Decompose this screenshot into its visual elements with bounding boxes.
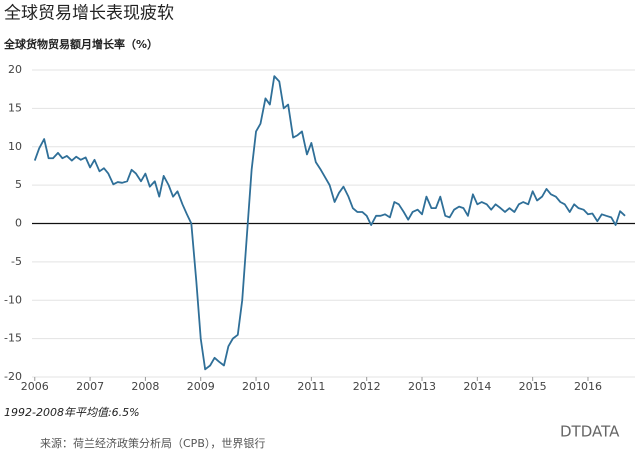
x-tick-label: 2008 (131, 380, 159, 393)
y-tick-label: -10 (4, 293, 22, 306)
x-tick-label: 2014 (463, 380, 491, 393)
x-tick-label: 2007 (76, 380, 104, 393)
y-tick-label: -20 (4, 370, 22, 383)
x-tick-label: 2015 (519, 380, 547, 393)
x-tick-label: 2011 (297, 380, 325, 393)
x-tick-label: 2016 (574, 380, 602, 393)
x-tick-label: 2012 (353, 380, 381, 393)
y-tick-label: 15 (8, 101, 22, 114)
watermark: DTDATA (560, 423, 620, 441)
note: 1992-2008年平均值:6.5% (4, 406, 140, 419)
source: 来源：荷兰经济政策分析局（CPB），世界银行 (40, 436, 265, 450)
x-tick-label: 2013 (408, 380, 436, 393)
y-tick-label: -5 (11, 255, 22, 268)
y-tick-label: -15 (4, 332, 22, 345)
grid: -20 -15 -10 -5 0 5 10 15 20 2006 2007 2008 2009 2010 2… (4, 63, 635, 393)
x-tick-label: 2009 (187, 380, 215, 393)
x-tick-label: 2006 (21, 380, 49, 393)
y-tick-label: 20 (8, 63, 22, 76)
plot (33, 75, 626, 371)
chart-subtitle: 全球货物贸易额月增长率（%） (3, 37, 158, 51)
data-line (33, 75, 626, 371)
chart-title: 全球贸易增长表现疲软 (4, 4, 174, 24)
y-tick-label: 0 (15, 217, 22, 230)
x-tick-label: 2010 (242, 380, 270, 393)
y-tick-label: 10 (8, 140, 22, 153)
y-tick-label: 5 (15, 178, 22, 191)
